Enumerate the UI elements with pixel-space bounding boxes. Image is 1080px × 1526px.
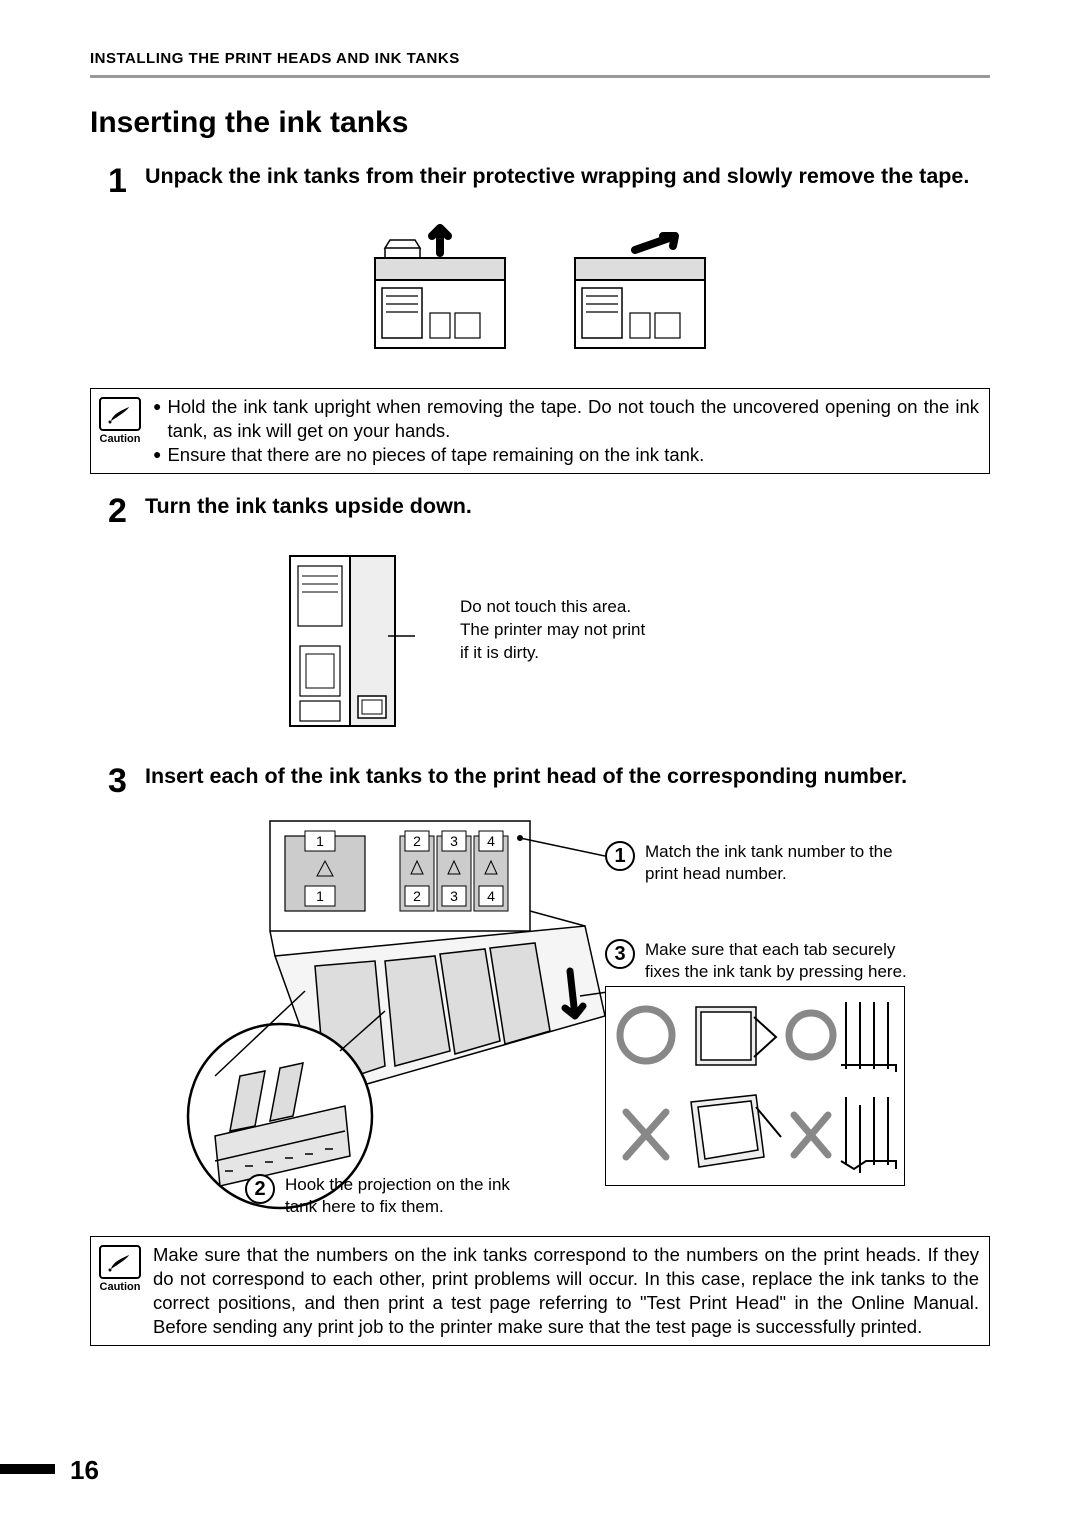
step-2-note-line-3: if it is dirty.	[460, 642, 645, 665]
svg-text:3: 3	[450, 833, 458, 849]
step-3-text: Insert each of the ink tanks to the prin…	[145, 762, 990, 798]
callout-3: 3 Make sure that each tab securely fixes…	[605, 939, 915, 983]
step-1-number: 1	[90, 162, 145, 198]
caution-icon	[99, 1245, 141, 1279]
printer-diagram: 1 1 2 2 3 3	[175, 816, 605, 1216]
callout-1: 1 Match the ink tank number to the print…	[605, 841, 905, 885]
header-rule	[90, 75, 990, 78]
callout-2: 2 Hook the projection on the ink tank he…	[245, 1174, 545, 1218]
caution-label: Caution	[100, 1281, 141, 1293]
step-2-note-line-2: The printer may not print	[460, 619, 645, 642]
step-1-figure	[90, 218, 990, 358]
correct-incorrect-box	[605, 986, 905, 1186]
svg-text:4: 4	[487, 888, 495, 904]
callout-1-text: Match the ink tank number to the print h…	[645, 841, 905, 885]
step-2-text: Turn the ink tanks upside down.	[145, 492, 990, 528]
svg-text:3: 3	[450, 888, 458, 904]
step-3-number: 3	[90, 762, 145, 798]
step-3-figure: 1 1 2 2 3 3	[175, 816, 905, 1216]
step-2-note-line-1: Do not touch this area.	[460, 596, 645, 619]
caution-1-line-2: Ensure that there are no pieces of tape …	[167, 443, 979, 467]
ink-tank-upside-down	[270, 546, 420, 736]
step-2: 2 Turn the ink tanks upside down.	[90, 492, 990, 528]
callout-3-text: Make sure that each tab securely fixes t…	[645, 939, 915, 983]
callout-1-num: 1	[605, 841, 635, 871]
callout-2-text: Hook the projection on the ink tank here…	[285, 1174, 545, 1218]
caution-box-2: Caution Make sure that the numbers on th…	[90, 1236, 990, 1346]
step-1-text: Unpack the ink tanks from their protecti…	[145, 162, 990, 198]
step-2-number: 2	[90, 492, 145, 528]
section-title: Inserting the ink tanks	[90, 106, 990, 140]
page-number: 16	[70, 1455, 99, 1486]
caution-box-1: Caution ● Hold the ink tank upright when…	[90, 388, 990, 474]
svg-text:2: 2	[413, 833, 421, 849]
caution-label: Caution	[100, 433, 141, 445]
callout-3-num: 3	[605, 939, 635, 969]
step-2-figure: Do not touch this area. The printer may …	[270, 546, 990, 736]
step-1: 1 Unpack the ink tanks from their protec…	[90, 162, 990, 198]
ink-tank-figure-b	[560, 218, 720, 358]
running-head: INSTALLING THE PRINT HEADS AND INK TANKS	[90, 50, 990, 67]
ink-tank-figure-a	[360, 218, 520, 358]
svg-text:1: 1	[316, 888, 324, 904]
step-2-note: Do not touch this area. The printer may …	[460, 596, 645, 665]
callout-2-num: 2	[245, 1174, 275, 1204]
svg-text:2: 2	[413, 888, 421, 904]
step-3: 3 Insert each of the ink tanks to the pr…	[90, 762, 990, 798]
bullet-icon: ●	[153, 395, 161, 417]
footer-bar	[0, 1464, 55, 1474]
slot-label: 1	[316, 833, 324, 849]
bullet-icon: ●	[153, 443, 161, 465]
caution-2-text: Make sure that the numbers on the ink ta…	[153, 1243, 979, 1339]
caution-icon	[99, 397, 141, 431]
svg-text:4: 4	[487, 833, 495, 849]
caution-1-line-1: Hold the ink tank upright when removing …	[167, 395, 979, 443]
